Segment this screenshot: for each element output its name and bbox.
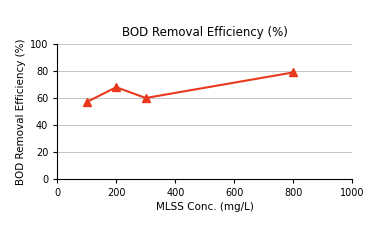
BOD Removal Efficiency (%) [144,97,148,99]
Title: BOD Removal Efficiency (%): BOD Removal Efficiency (%) [122,26,288,39]
BOD Removal Efficiency (%) [291,71,296,74]
Line: BOD Removal Efficiency (%): BOD Removal Efficiency (%) [83,68,297,106]
BOD Removal Efficiency (%) [85,100,89,103]
X-axis label: MLSS Conc. (mg/L): MLSS Conc. (mg/L) [156,202,254,212]
BOD Removal Efficiency (%) [114,86,118,89]
Y-axis label: BOD Removal Efficiency (%): BOD Removal Efficiency (%) [15,38,25,185]
